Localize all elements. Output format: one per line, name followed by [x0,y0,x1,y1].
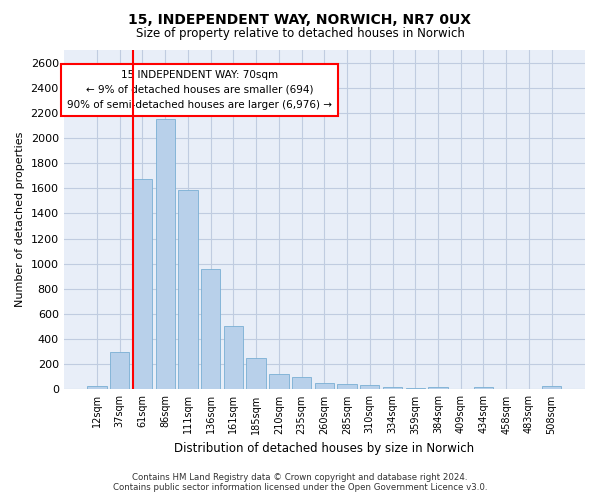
Bar [383,387,402,390]
Bar [269,374,289,390]
Bar [406,388,425,390]
Bar [360,385,379,390]
Bar [497,389,516,390]
Bar [133,180,152,390]
Bar [155,119,175,390]
Bar [224,326,243,390]
Text: Contains HM Land Registry data © Crown copyright and database right 2024.
Contai: Contains HM Land Registry data © Crown c… [113,473,487,492]
Bar [428,387,448,390]
Bar [292,377,311,390]
Y-axis label: Number of detached properties: Number of detached properties [15,132,25,308]
Bar [88,386,107,390]
Bar [178,190,197,390]
Bar [519,389,539,390]
Text: 15, INDEPENDENT WAY, NORWICH, NR7 0UX: 15, INDEPENDENT WAY, NORWICH, NR7 0UX [128,12,472,26]
Bar [474,387,493,390]
X-axis label: Distribution of detached houses by size in Norwich: Distribution of detached houses by size … [174,442,475,455]
Bar [337,384,357,390]
Text: Size of property relative to detached houses in Norwich: Size of property relative to detached ho… [136,28,464,40]
Bar [451,389,470,390]
Text: 15 INDEPENDENT WAY: 70sqm
← 9% of detached houses are smaller (694)
90% of semi-: 15 INDEPENDENT WAY: 70sqm ← 9% of detach… [67,70,332,110]
Bar [542,386,562,390]
Bar [247,358,266,390]
Bar [110,352,130,390]
Bar [314,383,334,390]
Bar [201,268,220,390]
